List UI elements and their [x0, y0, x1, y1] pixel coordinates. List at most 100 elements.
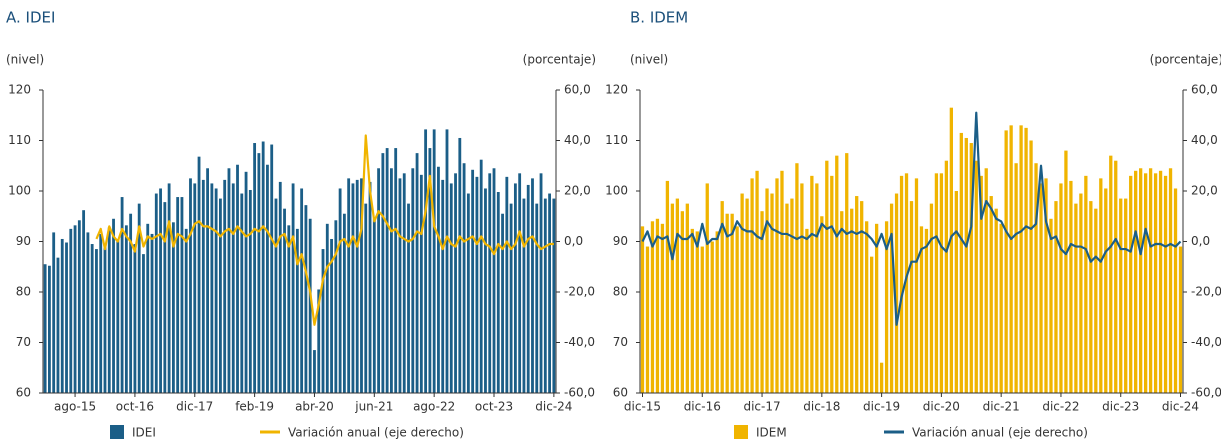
bar: [780, 170, 784, 393]
bar: [825, 160, 829, 393]
bar: [458, 137, 462, 393]
bar: [120, 197, 124, 393]
bar: [929, 203, 934, 393]
y2-tick-label: 0,0: [564, 234, 583, 248]
bar: [501, 213, 504, 393]
bar: [330, 238, 333, 393]
bar: [1104, 188, 1108, 393]
bar: [1163, 175, 1168, 393]
bar: [193, 183, 197, 393]
y-tick-label: 110: [605, 133, 628, 147]
y2-tick-label: 60,0: [564, 83, 591, 97]
bar: [270, 144, 274, 393]
bar: [949, 107, 953, 394]
bar: [1178, 246, 1183, 393]
bar: [645, 246, 650, 393]
bar: [640, 226, 645, 393]
bar: [548, 193, 551, 393]
bar: [52, 232, 56, 393]
y-tick-label: 90: [613, 234, 628, 248]
bar: [1004, 130, 1008, 393]
x-tick-label: dic-24: [535, 400, 572, 414]
bar: [740, 193, 744, 393]
bar: [1134, 170, 1138, 393]
bar: [65, 242, 68, 393]
bar: [236, 164, 239, 393]
bar: [535, 203, 539, 393]
bar: [755, 170, 759, 393]
y2-axis-label: (porcentaje): [1150, 53, 1221, 67]
bar: [112, 218, 115, 393]
x-tick-label: abr-20: [295, 400, 334, 414]
bar: [884, 221, 889, 393]
bar: [1158, 170, 1163, 393]
y-tick-label: 60: [613, 386, 628, 400]
bar: [240, 193, 244, 393]
x-tick-label: dic-24: [1162, 400, 1199, 414]
bar: [954, 191, 958, 393]
x-tick-label: feb-19: [235, 400, 274, 414]
bar: [385, 148, 389, 393]
bar: [167, 183, 171, 393]
bar: [1094, 208, 1098, 393]
bar: [1173, 188, 1178, 393]
bar: [879, 362, 884, 393]
bar: [840, 211, 844, 393]
bar: [1049, 218, 1053, 393]
bar: [321, 249, 325, 393]
y-tick-label: 120: [605, 83, 628, 97]
bar: [411, 168, 415, 393]
y2-tick-label: 40,0: [1191, 133, 1218, 147]
y2-tick-label: 20,0: [564, 184, 591, 198]
bar: [1139, 168, 1143, 393]
line: [95, 134, 554, 326]
bar: [760, 211, 764, 393]
bar: [800, 183, 804, 393]
legend-swatch: [734, 425, 748, 439]
bar: [994, 208, 998, 393]
y2-tick-label: -20,0: [564, 285, 595, 299]
bar: [278, 181, 282, 393]
bar: [257, 153, 261, 393]
bar: [705, 183, 709, 393]
bar: [543, 198, 547, 393]
bar: [770, 193, 774, 393]
bar: [870, 256, 874, 393]
bar: [513, 183, 517, 393]
bar: [750, 178, 754, 393]
x-tick-label: dic-23: [1102, 400, 1139, 414]
bar: [820, 216, 824, 393]
y2-axis-label: (porcentaje): [523, 53, 596, 67]
bar: [154, 193, 158, 393]
y-tick-label: 100: [8, 184, 31, 198]
bar: [790, 198, 794, 393]
bar: [1044, 178, 1048, 393]
bar: [845, 153, 849, 393]
bar: [432, 129, 436, 393]
bar: [73, 225, 77, 393]
bar: [720, 201, 724, 393]
bar: [874, 223, 879, 393]
bar: [377, 168, 380, 393]
bar: [675, 198, 680, 393]
bar: [313, 350, 316, 393]
bar: [894, 193, 899, 393]
bar: [944, 160, 949, 393]
bar: [394, 148, 398, 393]
bar: [1119, 198, 1123, 393]
bar: [1014, 163, 1018, 393]
bar: [107, 227, 111, 393]
x-tick-label: oct-23: [475, 400, 513, 414]
bar: [999, 223, 1003, 393]
bar: [1143, 173, 1148, 393]
bar: [231, 183, 235, 393]
bar: [810, 175, 814, 393]
bar: [214, 188, 218, 393]
bar: [1124, 198, 1128, 393]
bar: [660, 223, 665, 393]
panel-title: A. IDEI: [6, 9, 55, 27]
bar: [253, 143, 257, 393]
bar: [210, 183, 214, 393]
bar: [1069, 180, 1073, 393]
